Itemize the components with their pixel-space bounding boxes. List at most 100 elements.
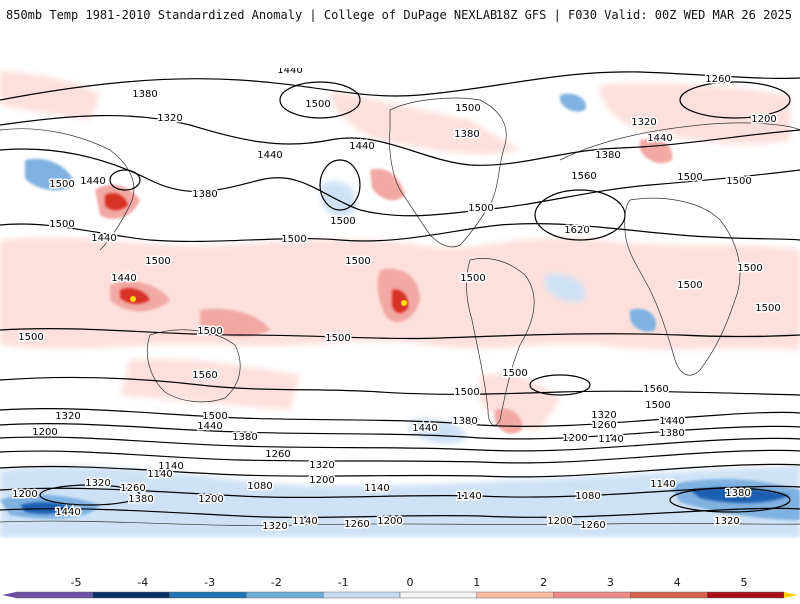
contour-label: 1380 (659, 428, 684, 439)
contour-label: 1500 (18, 332, 43, 343)
contour-label: 1140 (598, 434, 623, 445)
colorbar-segment (322, 591, 401, 599)
contour-label: 1320 (262, 521, 287, 532)
contour-label: 1080 (575, 491, 600, 502)
contour-label: 1320 (85, 478, 110, 489)
contour-line (0, 436, 800, 452)
colorbar-segment (92, 591, 170, 599)
contour-label: 1500 (305, 99, 330, 110)
contour-closed-low (319, 159, 361, 211)
colorbar-segment (553, 591, 631, 599)
contour-label: 1200 (309, 475, 334, 486)
contour-closed-high (529, 374, 591, 396)
contour-label: 1380 (192, 189, 217, 200)
contour-label: 1380 (595, 150, 620, 161)
contour-label: 1140 (147, 469, 172, 480)
contour-label: 1500 (468, 203, 493, 214)
contour-label: 1200 (12, 489, 37, 500)
contour-closed-high (534, 189, 626, 241)
warm-anomaly-region (120, 358, 300, 410)
contour-label: 1320 (591, 410, 616, 421)
contour-label: 1260 (120, 483, 145, 494)
colorbar-segment (169, 591, 247, 599)
contour-label: 1200 (32, 427, 57, 438)
anomaly-shading (0, 70, 800, 538)
contour-label: 1320 (309, 460, 334, 471)
contour-label: 1260 (265, 449, 290, 460)
contour-label: 1500 (645, 400, 670, 411)
contour-label: 1500 (677, 280, 702, 291)
colorbar-tick-label: 2 (540, 576, 548, 589)
contour-label: 1500 (737, 263, 762, 274)
colorbar-tick-label: 4 (673, 576, 681, 589)
warm-anomaly-region (600, 83, 790, 145)
contour-label: 1380 (452, 416, 477, 427)
colorbar-tick-label: -2 (270, 576, 282, 589)
contour-label: 1560 (571, 171, 596, 182)
contour-label: 1380 (669, 68, 694, 71)
colorbar-segment (630, 591, 708, 599)
warm-anomaly-region (330, 90, 520, 155)
contour-label: 1140 (292, 516, 317, 527)
contour-closed-low (669, 487, 791, 513)
contour-line (0, 507, 800, 519)
contour-closed-low (679, 81, 791, 119)
contour-label: 1440 (55, 507, 80, 518)
colorbar-segment (399, 591, 478, 599)
contour-line (0, 71, 800, 101)
coastline-eurasia (0, 122, 800, 251)
colorbar-tick-label: -4 (137, 576, 149, 589)
colorbar-segment (476, 591, 554, 599)
contour-label: 1380 (132, 89, 157, 100)
contour-label: 1560 (643, 384, 668, 395)
strong-warm-anomaly (370, 168, 405, 201)
contour-label: 1200 (377, 516, 402, 527)
cold-anomaly-region (320, 181, 356, 218)
strong-warm-anomaly (200, 308, 270, 337)
coastline-africa (624, 197, 741, 376)
contour-label: 1380 (128, 494, 153, 505)
contour-label: 1440 (91, 233, 116, 244)
anomaly-map: 1440 1380 1320 1500 1440 1500 1440 1380 1500 1440… (0, 68, 800, 538)
cold-anomaly-region (690, 487, 790, 503)
coastline-north-america (389, 97, 507, 248)
contour-label: 1500 (197, 326, 222, 337)
contour-label: 1440 (80, 176, 105, 187)
colorbar-tick-label: -1 (337, 576, 349, 589)
contour-line (0, 114, 800, 166)
contour-label: 1500 (345, 256, 370, 267)
colorbar-segment (15, 591, 94, 599)
colorbar-tick-label: -3 (204, 576, 216, 589)
contour-closed-high (279, 81, 361, 119)
contour-label: 1260 (705, 74, 730, 85)
contour-label: 1260 (344, 519, 369, 530)
contour-label: 1380 (454, 129, 479, 140)
contour-label: 1440 (647, 133, 672, 144)
contour-label: 1500 (325, 333, 350, 344)
contour-label: 1500 (755, 303, 780, 314)
contour-label: 1320 (157, 113, 182, 124)
cold-anomaly-region (0, 465, 800, 538)
contour-label: 1140 (364, 483, 389, 494)
colorbar-segment (246, 591, 324, 599)
strong-warm-anomaly (120, 288, 150, 304)
contour-label: 1200 (562, 433, 587, 444)
contour-label: 1500 (49, 179, 74, 190)
contour-label: 1560 (192, 370, 217, 381)
model-run-info: 18Z GFS | F030 Valid: 00Z WED MAR 26 202… (495, 8, 792, 22)
contour-label: 1440 (111, 273, 136, 284)
coastlines (0, 97, 800, 526)
contour-label: 1500 (49, 219, 74, 230)
contour-label: 1500 (281, 234, 306, 245)
cold-anomaly-region (410, 418, 466, 444)
coastline-australia (146, 329, 241, 403)
contour-label: 1500 (454, 387, 479, 398)
colorbar-tick-label: 3 (606, 576, 614, 589)
map-header: 850mb Temp 1981-2010 Standardized Anomal… (0, 0, 800, 30)
cold-anomaly-region (630, 308, 656, 332)
contour-label: 1200 (751, 114, 776, 125)
contour-label: 1440 (659, 416, 684, 427)
contour-label: 1200 (198, 494, 223, 505)
contour-line (0, 328, 800, 340)
